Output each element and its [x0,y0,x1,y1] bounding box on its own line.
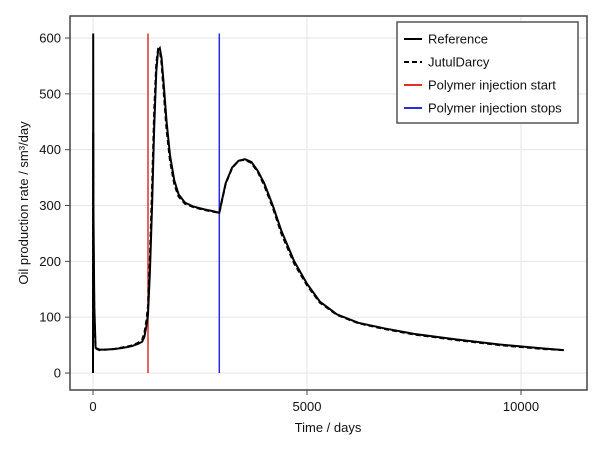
ticks: 0 5000 10000 0 100 200 300 400 500 600 [39,31,539,415]
y-tick-label: 600 [39,31,61,46]
y-tick-label: 400 [39,142,61,157]
legend-box [396,21,579,124]
y-tick-label: 0 [54,366,61,381]
plot-frame [69,15,588,391]
y-tick-label: 100 [39,310,61,325]
y-tick-label: 200 [39,254,61,269]
y-axis-label: Oil production rate / sm³/day [16,121,31,285]
legend-label: Reference [428,32,488,47]
x-tick-label: 5000 [293,399,322,414]
y-tick-label: 300 [39,198,61,213]
series-layer [92,33,564,374]
series-line-1 [92,47,564,374]
x-tick-label: 10000 [503,399,539,414]
y-tick-label: 500 [39,86,61,101]
legend-label: JutulDarcy [428,55,490,70]
legend-label: Polymer injection start [428,78,556,93]
x-tick-label: 0 [89,399,96,414]
x-axis-label: Time / days [295,420,362,435]
legend: Reference JutulDarcy Polymer injection sta… [396,21,579,124]
legend-label: Polymer injection stops [428,101,562,116]
